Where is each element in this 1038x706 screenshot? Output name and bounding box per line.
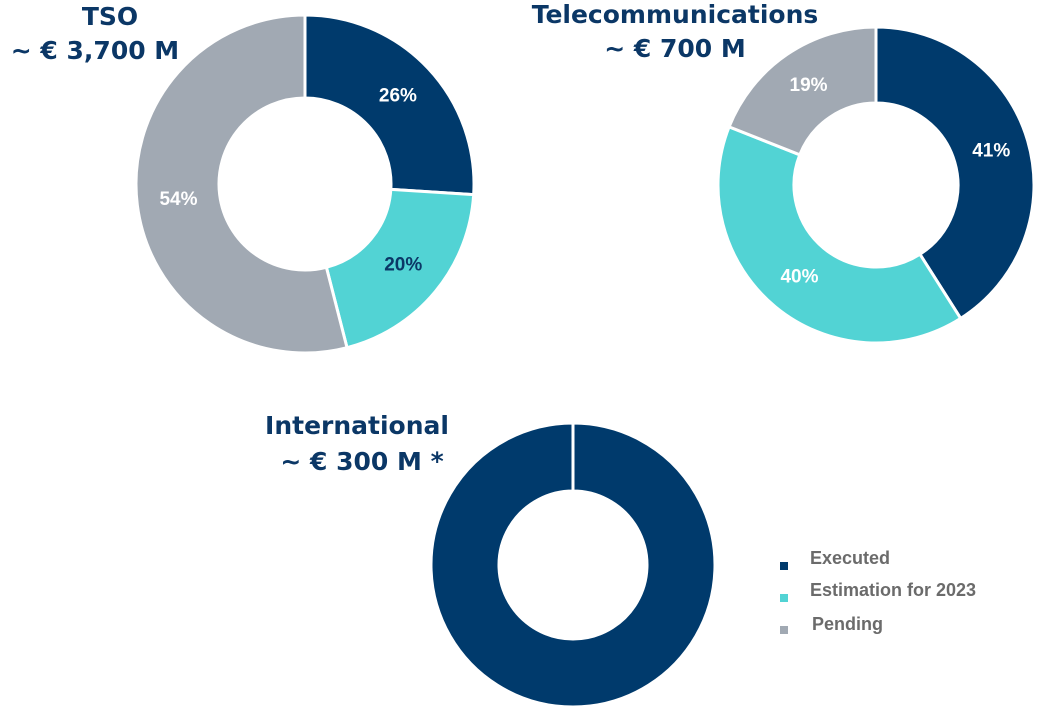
donut-segment (429, 421, 717, 706)
donut-segment (716, 124, 963, 345)
value-label: 41% (972, 141, 1010, 162)
chart-subtitle: ~ € 700 M (604, 34, 746, 63)
legend-swatch (780, 626, 788, 634)
donut-segment (727, 25, 878, 157)
donut-segment (874, 25, 1036, 321)
donut-segment (324, 187, 476, 350)
legend-swatch (780, 562, 788, 570)
value-label: 54% (159, 189, 197, 210)
value-label: 19% (790, 75, 828, 96)
value-label: 26% (379, 86, 417, 107)
value-label: 40% (780, 266, 818, 287)
legend-label: Pending (812, 614, 883, 634)
donut-segment (134, 13, 349, 355)
legend-label: Executed (810, 548, 890, 568)
chart-subtitle: ~ € 3,700 M (11, 36, 179, 65)
chart-title: TSO (82, 2, 138, 31)
chart-subtitle: ~ € 300 M * (280, 447, 443, 476)
legend-swatch (780, 594, 788, 602)
chart-title: Telecommunications (532, 0, 819, 29)
chart-title: International (265, 411, 449, 440)
legend-label: Estimation for 2023 (810, 580, 976, 600)
value-label: 20% (384, 254, 422, 275)
donut-segment (303, 13, 476, 197)
